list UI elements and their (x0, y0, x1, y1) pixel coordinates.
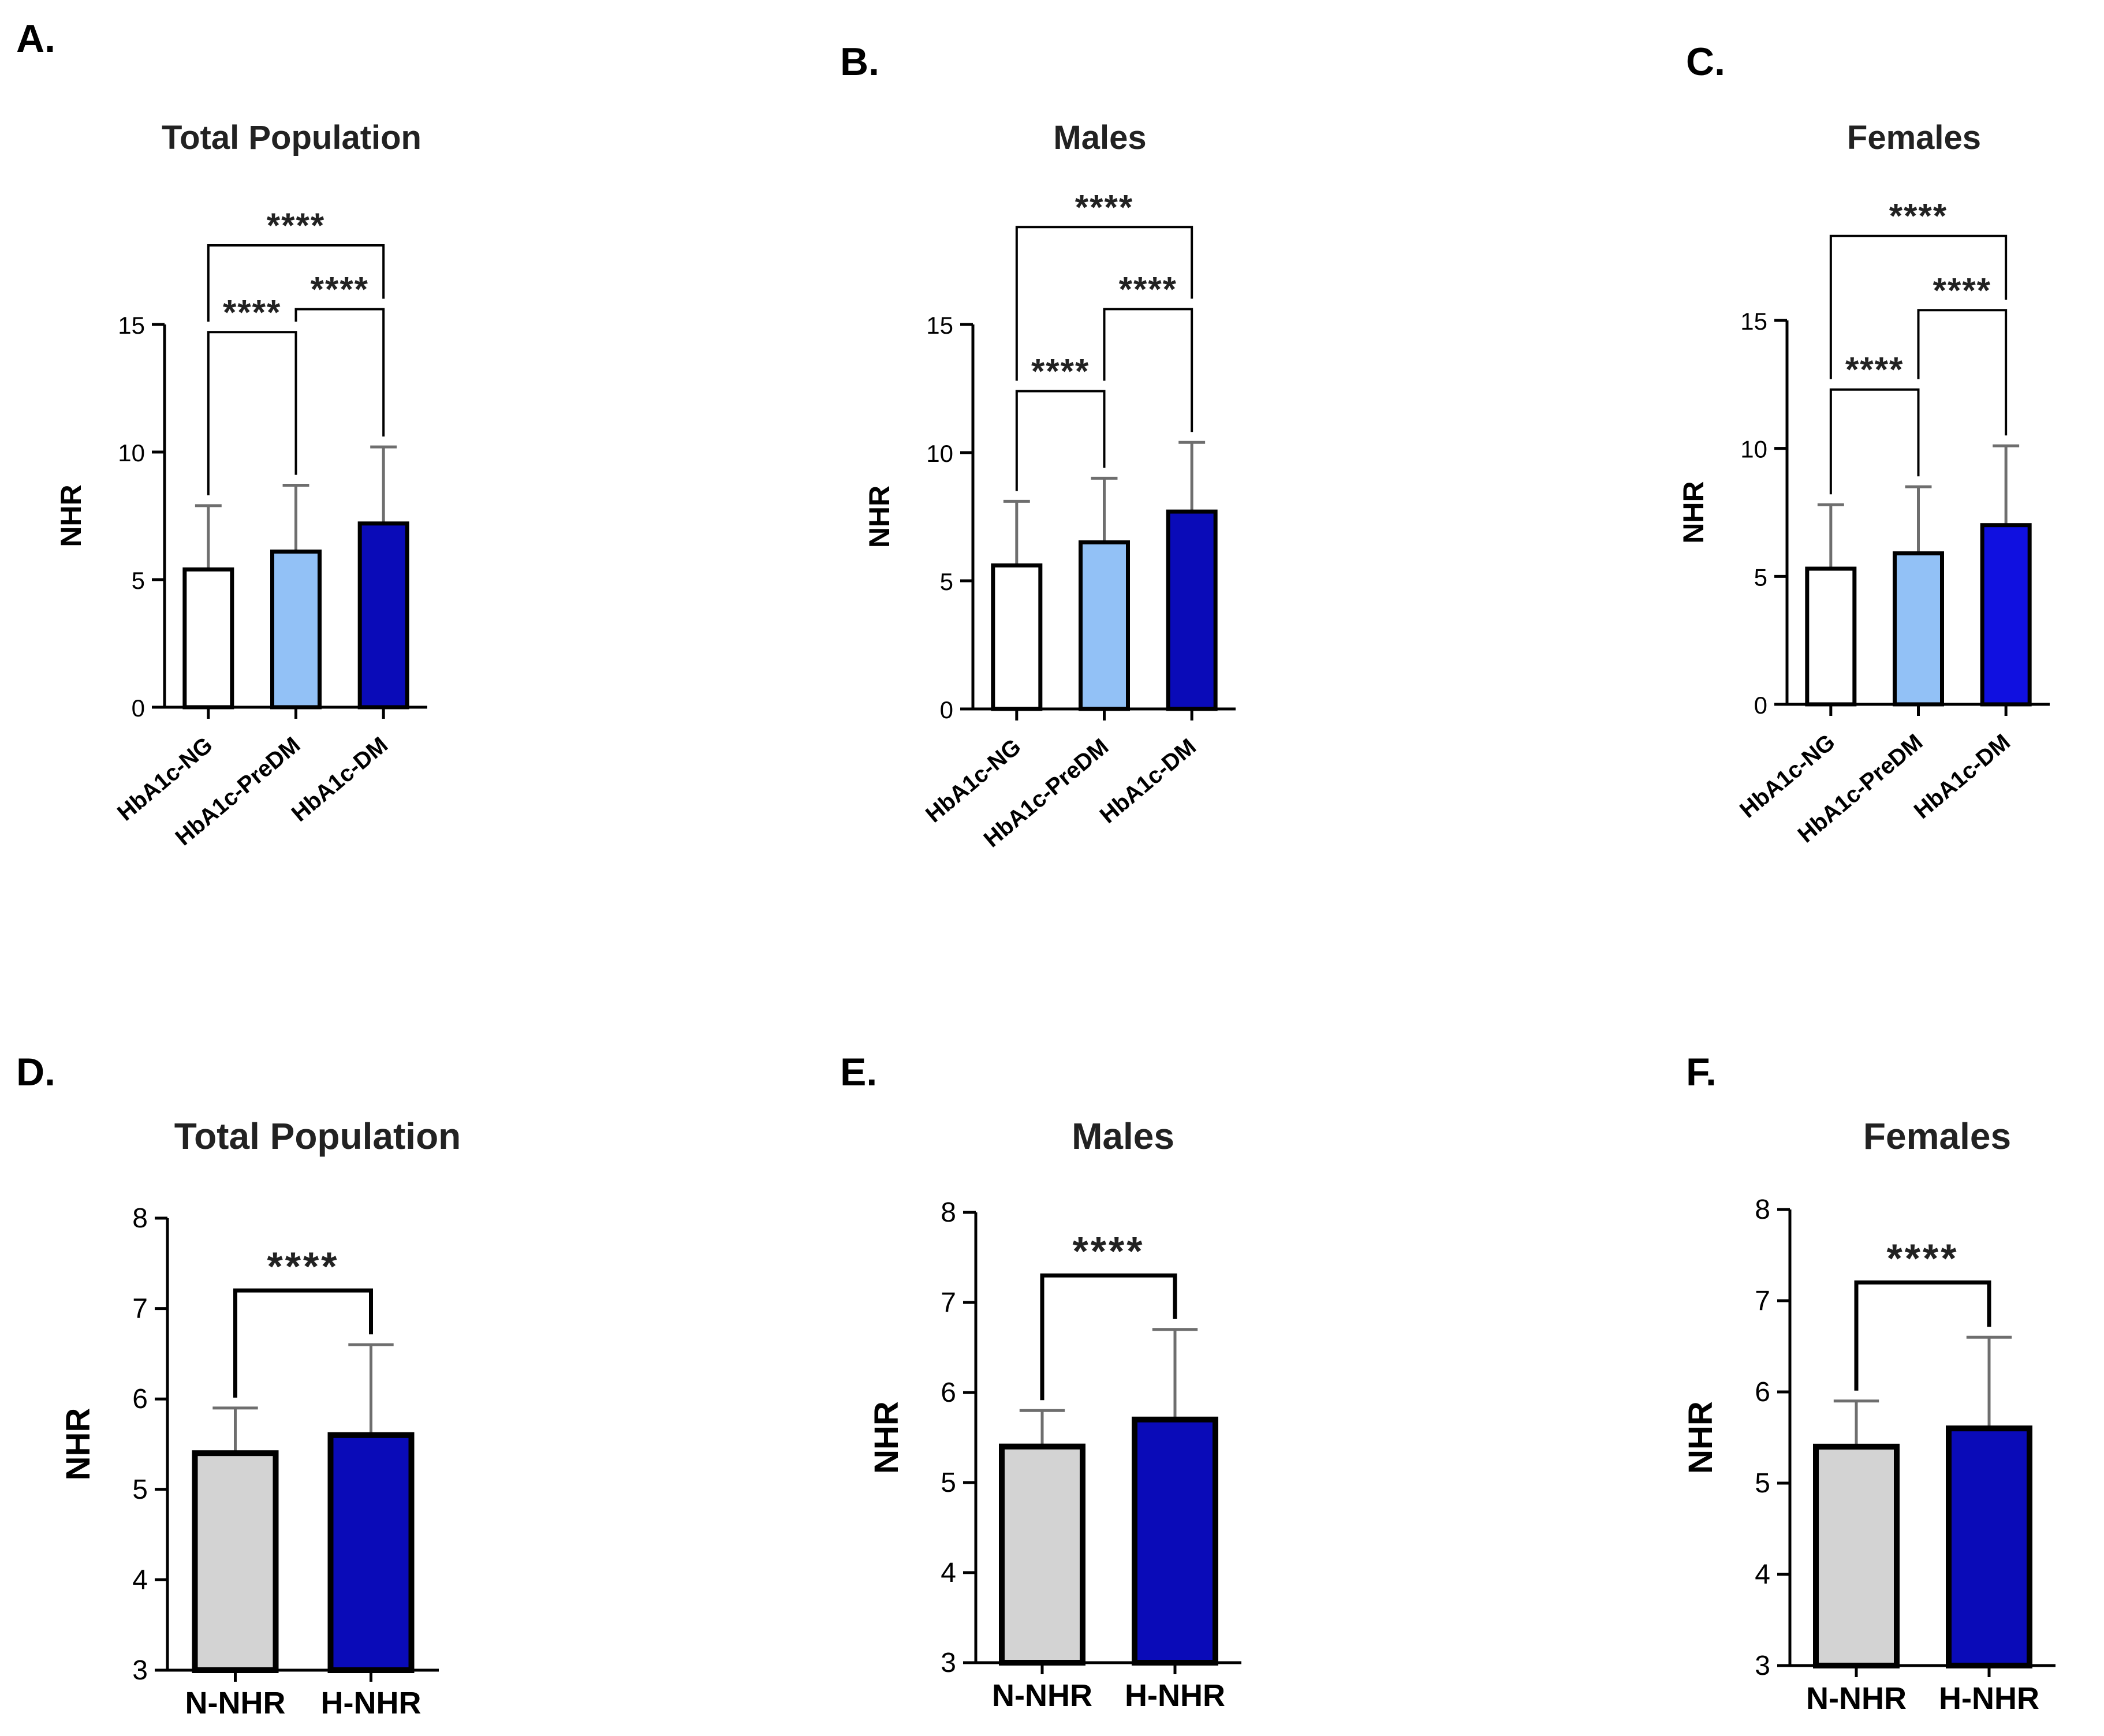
y-axis-label: NHR (863, 486, 896, 548)
chart-title: Males (1053, 119, 1146, 156)
x-tick-label: N-NHR (992, 1678, 1092, 1713)
significance-label: **** (1889, 197, 1948, 236)
y-tick-label: 5 (941, 1468, 956, 1498)
chart-title: Females (1863, 1115, 2011, 1157)
y-tick-label: 10 (926, 440, 953, 467)
bar-N-NHR (1813, 1443, 1900, 1669)
significance-bracket (1103, 308, 1193, 432)
significance-bracket (294, 308, 385, 437)
y-tick-label: 15 (1740, 308, 1767, 335)
significance-label: **** (1887, 1235, 1959, 1280)
y-axis-label: NHR (868, 1401, 905, 1474)
panel-label: C. (1686, 40, 1725, 84)
x-tick-label: N-NHR (185, 1686, 286, 1720)
y-tick-label: 10 (1740, 436, 1767, 463)
significance-bracket (207, 244, 385, 322)
chart-panel-4: D. Total Population NHR 3 4 5 6 7 8 N-NHR H-NHR ***… (16, 1050, 461, 1720)
significance-label: **** (1073, 1229, 1145, 1274)
bar-HbA1c-PreDM (1893, 551, 1944, 707)
y-tick-label: 0 (132, 695, 145, 722)
significance-bracket (207, 331, 297, 495)
bar-HbA1c-PreDM (270, 549, 322, 710)
y-tick-label: 10 (118, 439, 145, 466)
significance-label: **** (223, 293, 281, 331)
y-tick-label: 5 (1754, 563, 1767, 591)
bar-HbA1c-NG (991, 563, 1043, 711)
y-tick-label: 3 (132, 1655, 148, 1686)
significance-bracket (1854, 1280, 1991, 1391)
x-tick-label: H-NHR (1125, 1678, 1225, 1713)
y-tick-label: 0 (940, 696, 953, 723)
bar-N-NHR (999, 1443, 1085, 1666)
significance-bracket (1829, 388, 1920, 495)
significance-label: **** (267, 206, 325, 245)
chart-panel-6: F. Females NHR 3 4 5 6 7 8 N-NHR H-NHR **** (1682, 1050, 2055, 1716)
x-tick-label: H-NHR (321, 1686, 421, 1720)
y-axis-label: NHR (55, 484, 87, 547)
significance-bracket (1015, 226, 1193, 381)
y-tick-label: 6 (132, 1384, 148, 1414)
significance-label: **** (1933, 271, 1991, 309)
bar-H-NHR (1132, 1416, 1218, 1666)
y-axis-label: NHR (59, 1408, 97, 1481)
chart-title: Females (1847, 119, 1981, 156)
panel-label: A. (16, 17, 55, 61)
bar-HbA1c-NG (182, 567, 234, 710)
significance-label: **** (311, 270, 369, 308)
significance-bracket (1917, 309, 2008, 436)
y-axis-label: NHR (1682, 1401, 1719, 1474)
significance-label: **** (1075, 188, 1133, 226)
y-tick-label: 5 (132, 567, 145, 594)
y-tick-label: 3 (1755, 1651, 1770, 1681)
significance-label: **** (1845, 350, 1904, 389)
significance-bracket (233, 1288, 373, 1398)
bar-HbA1c-DM (1980, 523, 2032, 707)
significance-bracket (1829, 234, 2008, 379)
significance-bracket (1015, 390, 1106, 491)
significance-label: **** (267, 1244, 340, 1289)
x-tick-label: N-NHR (1806, 1681, 1907, 1716)
y-tick-label: 5 (1755, 1468, 1770, 1499)
y-tick-label: 8 (1755, 1194, 1770, 1225)
y-tick-label: 4 (941, 1558, 956, 1588)
bar-H-NHR (1946, 1425, 2032, 1668)
y-tick-label: 5 (132, 1474, 148, 1505)
y-tick-label: 7 (1755, 1286, 1770, 1316)
y-tick-label: 4 (132, 1565, 148, 1595)
panel-label: B. (840, 40, 879, 84)
bar-HbA1c-NG (1805, 566, 1857, 707)
significance-bracket (1040, 1273, 1177, 1401)
bar-N-NHR (192, 1450, 279, 1673)
chart-title: Total Population (162, 119, 421, 156)
bar-HbA1c-DM (1166, 509, 1218, 711)
y-tick-label: 7 (941, 1287, 956, 1318)
y-tick-label: 6 (941, 1377, 956, 1408)
x-tick-label: H-NHR (1939, 1681, 2039, 1716)
y-tick-label: 7 (132, 1294, 148, 1324)
significance-label: **** (1119, 270, 1177, 308)
y-tick-label: 15 (118, 312, 145, 339)
y-tick-label: 6 (1755, 1377, 1770, 1408)
bar-HbA1c-PreDM (1079, 540, 1130, 711)
y-tick-label: 4 (1755, 1559, 1770, 1590)
y-tick-label: 0 (1754, 692, 1767, 719)
chart-panel-5: E. Males NHR 3 4 5 6 7 8 N-NHR H-NHR **** (840, 1050, 1241, 1713)
panel-label: F. (1686, 1050, 1717, 1094)
y-tick-label: 8 (132, 1203, 148, 1234)
chart-title: Males (1072, 1115, 1174, 1157)
y-axis-label: NHR (1677, 481, 1710, 543)
y-tick-label: 8 (941, 1197, 956, 1228)
significance-label: **** (1031, 352, 1090, 390)
bar-H-NHR (327, 1432, 415, 1674)
y-tick-label: 15 (926, 312, 953, 339)
bar-HbA1c-DM (357, 521, 409, 710)
panel-label: E. (840, 1050, 877, 1094)
chart-title: Total Population (174, 1115, 461, 1157)
y-tick-label: 5 (940, 568, 953, 595)
panel-label: D. (16, 1050, 55, 1094)
y-tick-label: 3 (941, 1648, 956, 1678)
